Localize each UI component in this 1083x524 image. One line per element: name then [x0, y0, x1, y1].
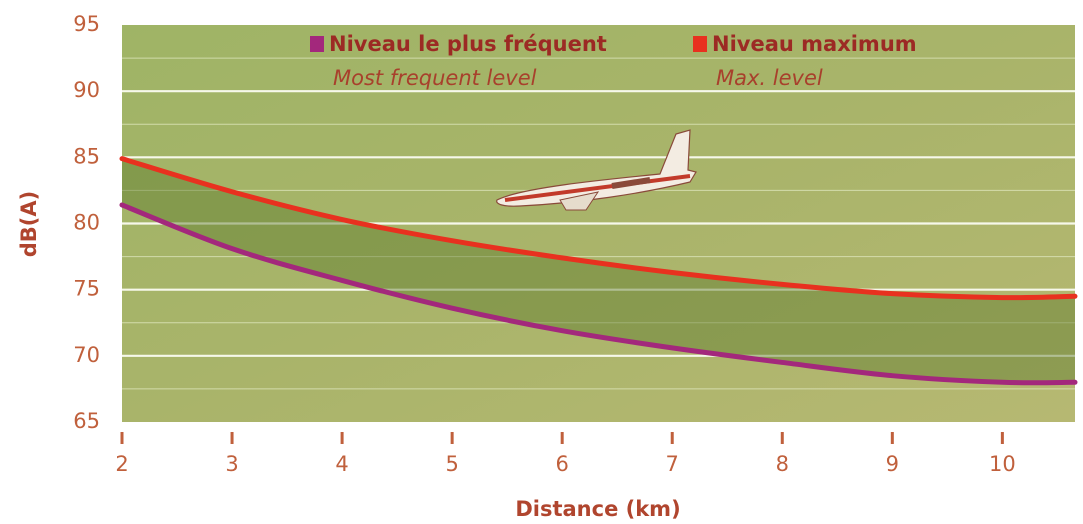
x-tick-label: 5 [445, 452, 458, 476]
x-tick-label: 9 [886, 452, 899, 476]
x-tick-label: 4 [335, 452, 348, 476]
x-tick-label: 8 [776, 452, 789, 476]
legend-label: Niveau le plus fréquent [329, 32, 607, 56]
x-tick-label: 3 [225, 452, 238, 476]
y-tick-label: 80 [73, 211, 100, 235]
x-tick-label: 6 [555, 452, 568, 476]
y-tick-label: 75 [73, 277, 100, 301]
y-tick-label: 70 [73, 343, 100, 367]
legend-sublabel: Most frequent level [333, 66, 537, 90]
y-tick-label: 95 [73, 12, 100, 36]
legend-swatch [693, 36, 707, 52]
x-axis-label: Distance (km) [515, 497, 680, 521]
legend-swatch [310, 36, 324, 52]
y-tick-label: 65 [73, 409, 100, 433]
x-tick-label: 10 [989, 452, 1016, 476]
legend-label: Niveau maximum [712, 32, 917, 56]
y-tick-label: 85 [73, 144, 100, 168]
x-tick-label: 2 [115, 452, 128, 476]
y-tick-label: 90 [73, 78, 100, 102]
legend-sublabel: Max. level [716, 66, 823, 90]
x-tick-label: 7 [666, 452, 679, 476]
y-axis-label: dB(A) [17, 191, 41, 258]
chart: Niveau le plus fréquent Most frequent lev… [0, 0, 1083, 524]
